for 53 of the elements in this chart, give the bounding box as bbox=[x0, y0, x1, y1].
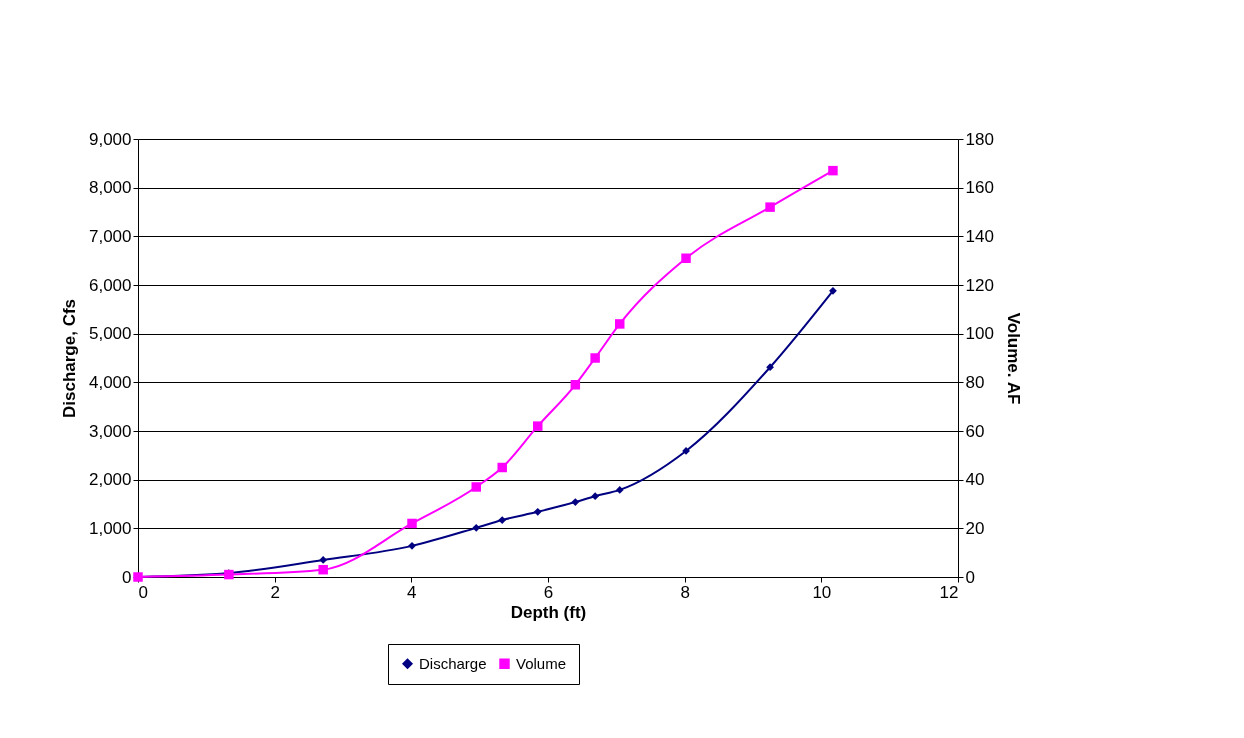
y-tick-label: 8,000 bbox=[88, 178, 132, 198]
y-tick-label: 4,000 bbox=[88, 372, 132, 392]
point bbox=[590, 353, 600, 363]
point bbox=[766, 363, 774, 372]
point bbox=[765, 202, 775, 212]
x-tick-label: 4 bbox=[407, 582, 417, 602]
point bbox=[407, 518, 417, 529]
point bbox=[408, 541, 416, 550]
x-tick-label: 8 bbox=[680, 582, 690, 602]
y2-tick-label: 100 bbox=[965, 324, 994, 344]
point bbox=[829, 286, 837, 295]
point bbox=[471, 482, 481, 492]
point bbox=[472, 523, 481, 532]
x-tick-label: 10 bbox=[812, 582, 832, 602]
y-tick-label: 2,000 bbox=[88, 470, 132, 490]
y2-tick-label: 140 bbox=[965, 226, 994, 246]
x-tick-label: 6 bbox=[543, 582, 554, 602]
point bbox=[571, 498, 580, 506]
point bbox=[681, 253, 691, 263]
y2-tick-label: 80 bbox=[965, 372, 985, 392]
point bbox=[318, 564, 328, 575]
y-tick-label: 9,000 bbox=[88, 129, 132, 149]
y2-tick-label: 0 bbox=[965, 567, 975, 587]
y2-tick-label: 180 bbox=[965, 129, 994, 149]
y2-tick-label: 160 bbox=[965, 178, 994, 198]
x-axis-title: Depth (ft) bbox=[510, 602, 587, 622]
y2-tick-label: 20 bbox=[965, 518, 985, 538]
point bbox=[533, 421, 543, 431]
point bbox=[591, 492, 600, 501]
y-axis-title: Discharge, Cfs bbox=[59, 298, 79, 419]
x-tick-label: 12 bbox=[939, 582, 959, 602]
y2-tick-label: 60 bbox=[965, 421, 985, 441]
x-tick-label: 2 bbox=[270, 582, 280, 602]
point bbox=[828, 165, 838, 176]
point bbox=[497, 462, 507, 473]
x-tick-label: 0 bbox=[138, 582, 148, 602]
point bbox=[319, 556, 328, 564]
point bbox=[615, 486, 624, 494]
y2-tick-label: 120 bbox=[965, 275, 994, 295]
y-tick-label: 1,000 bbox=[88, 518, 132, 538]
point bbox=[498, 516, 507, 524]
y2-tick-label: 40 bbox=[965, 470, 985, 490]
legend-label: Discharge bbox=[419, 654, 487, 672]
y2-axis-title: Volume. AF bbox=[1003, 312, 1023, 405]
y-tick-label: 5,000 bbox=[88, 324, 132, 344]
legend-label: Volume bbox=[516, 654, 567, 672]
point bbox=[570, 380, 581, 390]
point bbox=[615, 319, 625, 329]
y-tick-label: 0 bbox=[122, 567, 132, 587]
y-tick-label: 7,000 bbox=[88, 226, 132, 246]
point bbox=[533, 507, 542, 516]
y-tick-label: 6,000 bbox=[88, 275, 132, 295]
y-tick-label: 3,000 bbox=[88, 421, 132, 441]
